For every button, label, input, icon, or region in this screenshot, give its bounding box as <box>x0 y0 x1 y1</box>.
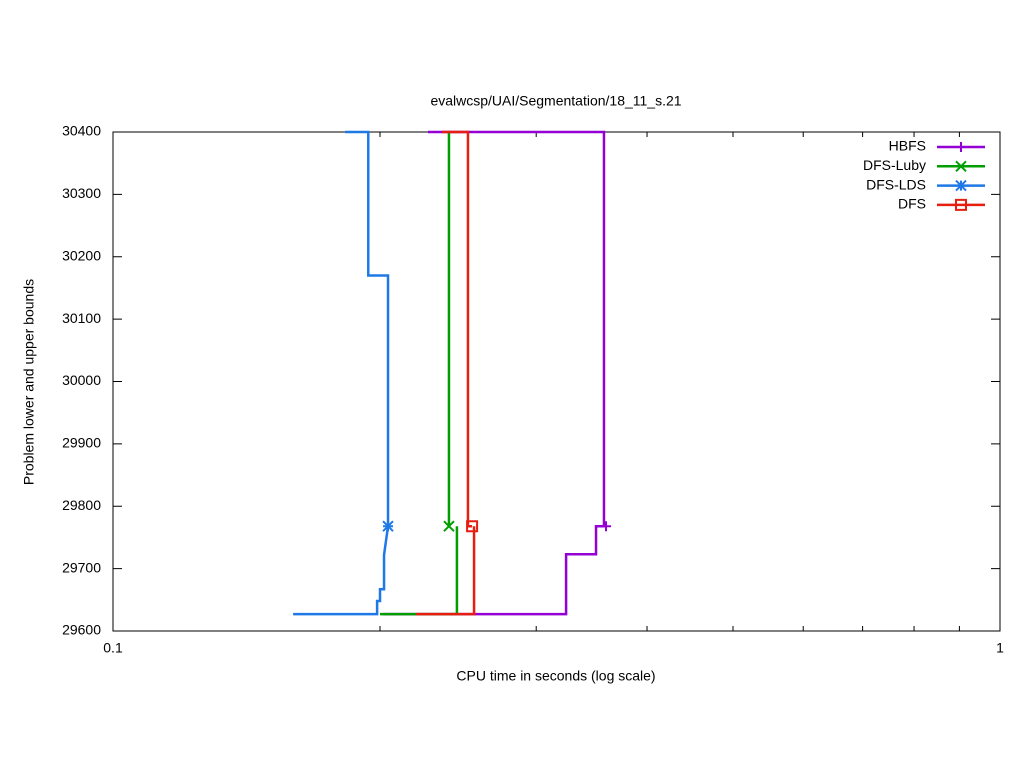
x-tick-label: 0.1 <box>103 640 123 656</box>
legend-marker <box>955 179 967 192</box>
y-tick-label: 30300 <box>62 185 101 201</box>
legend-label: DFS-LDS <box>866 176 926 192</box>
series-marker <box>466 520 479 533</box>
series-line <box>383 130 607 616</box>
chart-title: evalwcsp/UAI/Segmentation/18_11_s.21 <box>430 93 681 109</box>
legend-marker <box>955 198 967 211</box>
y-tick-label: 29900 <box>62 435 101 451</box>
y-tick-label: 30400 <box>62 123 101 139</box>
series-line <box>416 130 476 616</box>
y-tick-label: 29700 <box>62 559 101 575</box>
y-tick-label: 30000 <box>62 372 101 388</box>
legend-marker <box>955 160 967 173</box>
y-axis-label: Problem lower and upper bounds <box>21 279 37 485</box>
series-line <box>293 130 390 616</box>
legend-label: HBFS <box>889 138 926 154</box>
x-tick-label: 1 <box>996 640 1004 656</box>
series-marker <box>601 521 612 532</box>
y-tick-label: 29800 <box>62 497 101 513</box>
legend-label: DFS-Luby <box>863 157 926 173</box>
legend-marker <box>956 142 966 152</box>
series-marker <box>382 520 394 532</box>
series-marker <box>443 520 455 532</box>
y-tick-label: 29600 <box>62 622 101 638</box>
y-tick-label: 30100 <box>62 310 101 326</box>
y-tick-label: 30200 <box>62 247 101 263</box>
x-axis-label: CPU time in seconds (log scale) <box>456 668 655 684</box>
legend-label: DFS <box>898 196 926 212</box>
